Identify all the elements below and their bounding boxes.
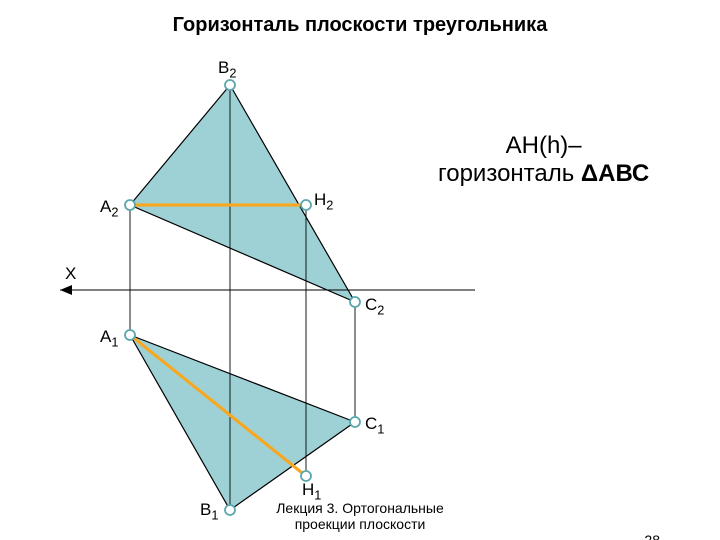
label-x: Х bbox=[65, 264, 76, 284]
label-h2: Н2 bbox=[314, 190, 333, 212]
footer-lecture-line1: Лекция 3. Ортогональные bbox=[0, 500, 720, 516]
point-b2 bbox=[225, 80, 235, 90]
x-axis-arrow bbox=[60, 285, 72, 295]
point-h2 bbox=[301, 200, 311, 210]
point-c1 bbox=[350, 417, 360, 427]
point-a1 bbox=[125, 330, 135, 340]
footer-lecture: Лекция 3. Ортогональные проекции плоскос… bbox=[0, 500, 720, 532]
projection-diagram bbox=[0, 0, 720, 540]
point-a2 bbox=[125, 200, 135, 210]
label-a2: А2 bbox=[100, 197, 118, 219]
point-c2 bbox=[350, 297, 360, 307]
label-a1: А1 bbox=[100, 327, 118, 349]
footer-page-number: 28 bbox=[644, 532, 660, 540]
label-c1: С1 bbox=[365, 414, 384, 436]
footer-lecture-line2: проекции плоскости bbox=[0, 516, 720, 532]
label-c2: С2 bbox=[365, 295, 384, 317]
label-b2: В2 bbox=[218, 58, 236, 80]
